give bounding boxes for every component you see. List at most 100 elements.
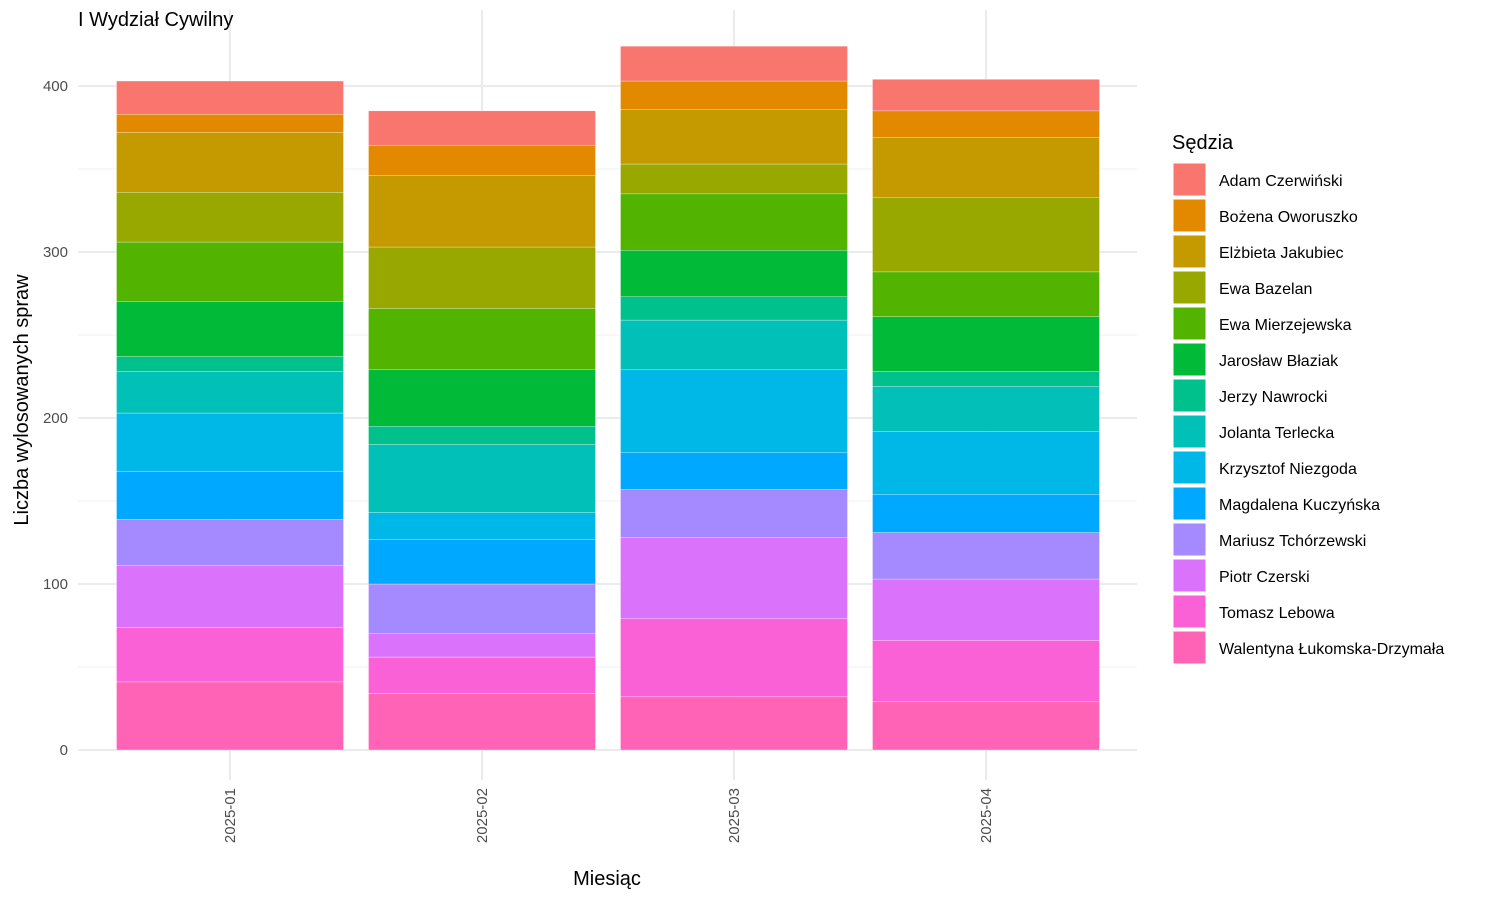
x-tick-label: 2025-03 [726,788,743,843]
legend-label: Magdalena Kuczyńska [1219,497,1380,514]
bar-segment [872,197,1100,273]
bar-segment [620,46,848,82]
bar-segment [368,175,596,248]
legend-swatch [1172,234,1207,269]
legend-label: Bożena Oworuszko [1219,209,1358,226]
x-tick-label: 2025-01 [222,788,239,843]
legend-label: Tomasz Lebowa [1219,605,1335,622]
bar-segment [116,80,344,115]
y-tick-label: 200 [43,410,68,427]
legend-item: Mariusz Tchórzewski [1172,522,1366,557]
x-axis-title: Miesiąc [573,868,641,890]
legend-label: Ewa Mierzejewska [1219,317,1352,334]
legend-label: Jolanta Terlecka [1219,425,1334,442]
legend-label: Krzysztof Niezgoda [1219,461,1357,478]
legend-swatch [1172,414,1207,449]
legend-swatch [1172,162,1207,197]
bar-segment [368,246,596,309]
bar-segment [116,371,344,414]
x-tick-label: 2025-04 [978,788,995,843]
legend-item: Ewa Mierzejewska [1172,306,1352,341]
bar-segment [620,319,848,371]
bar-segment [368,512,596,540]
bar-segment [620,296,848,321]
bar-segment [116,565,344,628]
bar-segment [116,519,344,566]
bar-segment [872,137,1100,198]
legend-swatch [1172,486,1207,521]
bar-segment [368,444,596,513]
y-axis-ticks: 0 100 200 300 400 [43,78,68,759]
bar-segment [872,386,1100,432]
bar-segment [116,470,344,520]
bar-segment [872,110,1100,138]
y-tick-label: 400 [43,78,68,95]
bar-segment [368,369,596,427]
legend-swatch [1172,630,1207,665]
legend-label: Ewa Bazelan [1219,281,1312,298]
bar-segment [368,693,596,751]
bar-segment [620,80,848,110]
legend-swatch [1172,558,1207,593]
bar-segment [368,539,596,585]
bar-segment [116,241,344,302]
legend-label: Mariusz Tchórzewski [1219,533,1366,550]
bar-segment [872,494,1100,533]
bar-segment [620,618,848,698]
y-axis-title: Liczba wylosowanych spraw [11,274,33,526]
y-tick-label: 100 [43,576,68,593]
bar-segment [620,452,848,490]
bar-segment [116,192,344,243]
legend-item: Piotr Czerski [1172,558,1310,593]
legend-item: Jolanta Terlecka [1172,414,1334,449]
legend-item: Jarosław Błaziak [1172,342,1339,377]
bar-segment [116,681,344,751]
bar-segment [620,696,848,751]
x-tick-label: 2025-02 [474,788,491,843]
bar-segment [116,301,344,357]
bar-segment [620,193,848,251]
x-axis-ticks: 2025-01 2025-02 2025-03 2025-04 [222,788,995,843]
legend-item: Krzysztof Niezgoda [1172,450,1357,485]
legend-swatch [1172,522,1207,557]
chart-title: I Wydział Cywilny [78,9,233,31]
legend-swatch [1172,378,1207,413]
legend-label: Jarosław Błaziak [1219,353,1339,370]
bar-segment [872,701,1100,751]
bar-segment [620,369,848,454]
bar-segment [872,79,1100,112]
legend-item: Walentyna Łukomska-Drzymała [1172,630,1444,665]
bar-segment [872,271,1100,317]
legend: Sędzia Adam Czerwiński Bożena Oworuszko El… [1172,132,1444,665]
bar-stack-2025-03 [620,46,848,751]
bar-segment [116,132,344,193]
legend-swatch [1172,594,1207,629]
legend-swatch [1172,342,1207,377]
bar-segment [620,109,848,165]
bar-stack-2025-04 [872,79,1100,751]
legend-item: Jerzy Nawrocki [1172,378,1327,413]
bar-segment [368,633,596,658]
bar-segment [872,431,1100,495]
bar-segment [368,583,596,634]
bar-segment [620,163,848,195]
legend-label: Adam Czerwiński [1219,173,1343,190]
legend-title: Sędzia [1172,132,1234,154]
legend-swatch [1172,270,1207,305]
legend-item: Elżbieta Jakubiec [1172,234,1344,269]
legend-item: Tomasz Lebowa [1172,594,1335,629]
bar-segment [368,656,596,694]
legend-item: Ewa Bazelan [1172,270,1312,305]
bar-segment [620,489,848,538]
legend-swatch [1172,198,1207,233]
bar-stack-2025-02 [368,110,596,751]
bar-segment [620,250,848,297]
legend-item: Magdalena Kuczyńska [1172,486,1380,521]
bar-segment [368,110,596,146]
bar-segment [872,578,1100,641]
bar-segment [872,371,1100,387]
legend-swatch [1172,306,1207,341]
bar-stack-2025-01 [116,80,344,751]
legend-label: Elżbieta Jakubiec [1219,245,1344,262]
legend-label: Walentyna Łukomska-Drzymała [1219,641,1444,658]
